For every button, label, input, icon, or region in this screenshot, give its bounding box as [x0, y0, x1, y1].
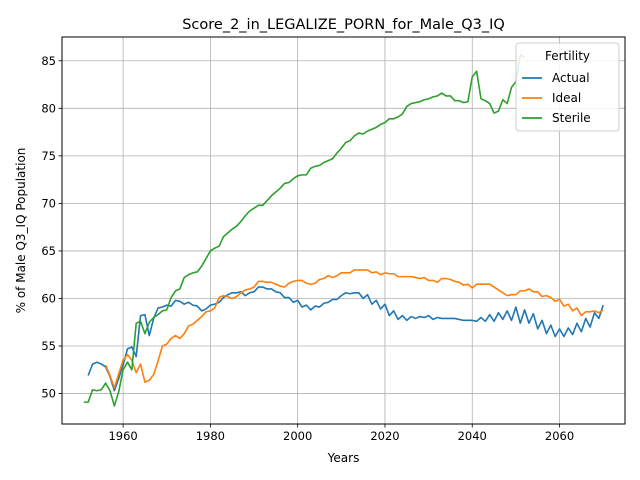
legend-label-sterile: Sterile — [552, 111, 591, 125]
y-tick-label: 70 — [41, 196, 56, 210]
legend-box — [515, 42, 620, 132]
y-axis-label: % of Male Q3_IQ Population — [14, 148, 28, 314]
x-tick-label: 2060 — [545, 429, 574, 443]
legend-label-actual: Actual — [552, 71, 590, 85]
legend-title: Fertility — [545, 49, 590, 63]
series-line-sterile — [83, 54, 525, 407]
x-tick-label: 2020 — [370, 429, 399, 443]
series-layer — [83, 54, 604, 407]
y-tick-label: 65 — [41, 244, 56, 258]
x-axis-label: Years — [327, 451, 360, 465]
x-tick-label: 2000 — [283, 429, 312, 443]
series-line-actual — [87, 286, 604, 392]
x-tick-label: 1980 — [196, 429, 225, 443]
series-line-ideal — [104, 269, 604, 389]
y-axis: 50 55 60 65 70 75 80 85 — [41, 54, 62, 401]
x-tick-label: 2040 — [458, 429, 487, 443]
y-tick-label: 85 — [41, 54, 56, 68]
y-tick-label: 75 — [41, 149, 56, 163]
chart-title: Score_2_in_LEGALIZE_PORN_for_Male_Q3_IQ — [182, 17, 505, 33]
plot-frame — [61, 36, 626, 425]
legend-items: Actual Ideal Sterile — [522, 71, 591, 125]
y-tick-label: 60 — [41, 291, 56, 305]
legend: Fertility Actual Ideal Sterile — [515, 42, 620, 132]
x-tick-label: 1960 — [108, 429, 137, 443]
x-axis: 1960 1980 2000 2020 2040 2060 — [108, 424, 574, 443]
y-tick-label: 50 — [41, 387, 56, 401]
y-tick-label: 80 — [41, 101, 56, 115]
y-tick-label: 55 — [41, 339, 56, 353]
legend-label-ideal: Ideal — [552, 91, 581, 105]
